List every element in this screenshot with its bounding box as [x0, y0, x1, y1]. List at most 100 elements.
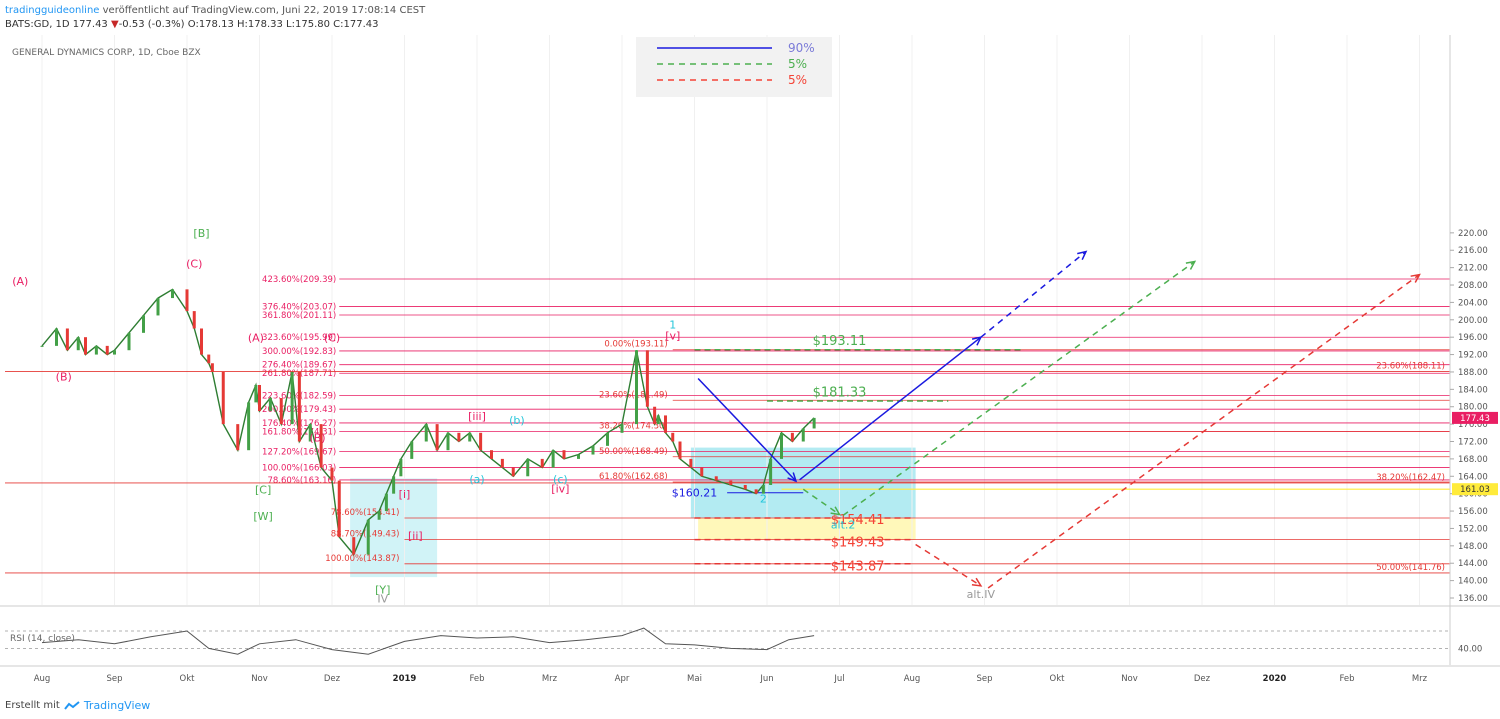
- price-tick-label: 152.00: [1458, 524, 1488, 534]
- candle: [479, 432, 483, 451]
- candle: [511, 467, 515, 477]
- candle: [801, 428, 805, 442]
- fib-label-mid: 61.80%(162.68): [599, 472, 668, 482]
- wave-label: (C): [324, 332, 340, 345]
- price-series: [41, 288, 815, 556]
- fib-label: 100.00%(166.03): [262, 463, 336, 473]
- time-tick-label: Sep: [976, 674, 992, 684]
- wave-label: 2: [760, 492, 767, 505]
- fib-label: 78.60%(163.16): [267, 476, 336, 486]
- candle: [689, 458, 693, 468]
- time-tick-label: Apr: [615, 674, 630, 684]
- candle: [192, 311, 196, 329]
- fib-label-mid: 78.60%(154.41): [331, 508, 400, 518]
- fib-label-right: 50.00%(141.76): [1376, 563, 1445, 573]
- price-tick-label: 208.00: [1458, 281, 1488, 291]
- price-tick-label: 188.00: [1458, 368, 1488, 378]
- time-tick-label: Aug: [34, 674, 51, 684]
- fib-label: 376.40%(203.07): [262, 302, 336, 312]
- arrow-green-up-head: [1185, 260, 1197, 270]
- rsi-line: [41, 627, 815, 655]
- fib-label: 323.60%(195.99): [262, 333, 336, 343]
- current-price-label: 177.43: [1460, 414, 1490, 424]
- candle: [620, 424, 624, 433]
- wave-label: [W]: [253, 510, 272, 523]
- wave-label: (C): [186, 258, 202, 271]
- candle: [105, 345, 109, 355]
- fib-label-mid: 0.00%(193.11): [604, 340, 667, 350]
- candle: [653, 406, 657, 425]
- time-tick-label: Feb: [1339, 674, 1354, 684]
- time-tick-label: Okt: [1050, 674, 1066, 684]
- candle: [330, 467, 334, 481]
- change-down-icon: ▼: [110, 19, 119, 30]
- candle: [258, 384, 261, 412]
- candle: [729, 480, 733, 485]
- price-tick-label: 144.00: [1458, 559, 1488, 569]
- time-tick-label: Jun: [759, 674, 773, 684]
- candle: [410, 441, 414, 459]
- arrow-blue-down: [697, 377, 797, 482]
- time-tick-label: Mrz: [542, 674, 558, 684]
- candle: [210, 363, 214, 372]
- fib-label-mid: 50.00%(168.49): [599, 447, 668, 457]
- price-tick-label: 204.00: [1458, 298, 1488, 308]
- price-tick-label: 180.00: [1458, 403, 1488, 413]
- candle: [268, 398, 272, 412]
- arrow-red-up: [987, 273, 1420, 589]
- price-tick-label: 184.00: [1458, 385, 1488, 395]
- price-tick-label: 176.00: [1458, 420, 1488, 430]
- time-tick-label: Feb: [469, 674, 484, 684]
- author-link[interactable]: tradingguideonline: [5, 5, 100, 16]
- zone-box-yellow: [698, 518, 916, 540]
- candle: [678, 441, 682, 459]
- fib-label-right: 38.20%(162.47): [1376, 473, 1445, 483]
- current-price-tag: [1452, 411, 1498, 424]
- candle: [645, 350, 649, 407]
- candle: [236, 424, 240, 451]
- arrow-green-down-head: [830, 506, 841, 516]
- candle: [562, 450, 566, 459]
- time-tick-label: Nov: [1121, 674, 1138, 684]
- publish-date: veröffentlicht auf TradingView.com, Juni…: [102, 5, 426, 16]
- candle: [200, 328, 203, 355]
- candle: [84, 337, 87, 355]
- candle: [500, 458, 504, 468]
- candle: [446, 432, 450, 451]
- candle: [606, 432, 609, 446]
- ohlc-values: O:178.13 H:178.33 L:175.80 C:177.43: [187, 19, 379, 30]
- legend: 90% 5% 5%: [636, 37, 832, 97]
- price-tick-label: 140.00: [1458, 577, 1488, 587]
- candle: [577, 454, 580, 459]
- time-tick-label: Sep: [106, 674, 122, 684]
- price-tick-label: 164.00: [1458, 472, 1488, 482]
- fib-label: 361.80%(201.11): [262, 311, 336, 321]
- projection-arrows: [697, 250, 1421, 589]
- fib-label-right: 23.60%(188.11): [1376, 361, 1445, 371]
- candle: [297, 371, 301, 442]
- target-label: $149.43: [831, 536, 885, 551]
- price-tick-label: 196.00: [1458, 333, 1488, 343]
- wave-label: (B): [56, 371, 72, 384]
- rsi-label: RSI (14, close): [10, 634, 75, 644]
- candle: [457, 432, 461, 442]
- legend-label: 5%: [788, 73, 807, 87]
- fib-label: 127.20%(169.67): [262, 448, 336, 458]
- price-tick-label: 192.00: [1458, 351, 1488, 361]
- wave-label: (b): [509, 414, 525, 427]
- legend-label: 5%: [788, 57, 807, 71]
- price-tick-label: 148.00: [1458, 542, 1488, 552]
- candle: [656, 415, 660, 425]
- wave-label: [Y]: [375, 584, 390, 597]
- fib-label: 276.40%(189.67): [262, 361, 336, 371]
- wave-label: [C]: [255, 484, 271, 497]
- wave-label: (A): [248, 332, 264, 345]
- wave-label: 1: [669, 318, 676, 331]
- candle: [490, 450, 493, 459]
- symbol-label: BATS:GD, 1D 177.43: [5, 19, 108, 30]
- wave-label: alt.IV: [967, 588, 996, 601]
- candle: [55, 328, 58, 346]
- tradingview-link[interactable]: TradingView: [83, 699, 151, 712]
- legend-box: [636, 37, 832, 97]
